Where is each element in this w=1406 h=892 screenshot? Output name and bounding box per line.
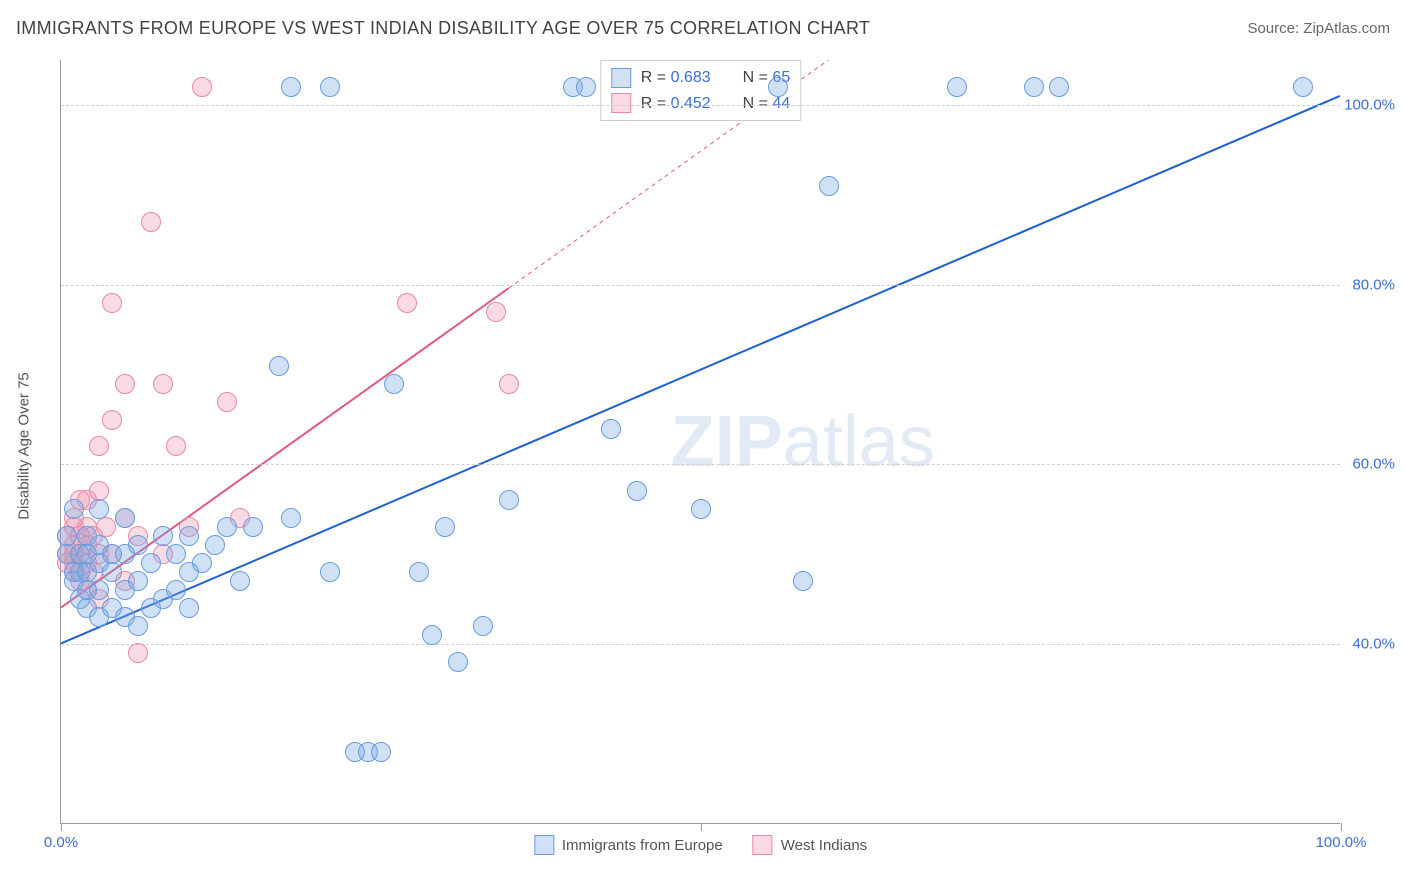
data-point-blue (115, 508, 135, 528)
data-point-pink (192, 77, 212, 97)
x-tick (61, 823, 62, 831)
data-point-blue (435, 517, 455, 537)
data-point-blue (269, 356, 289, 376)
data-point-blue (141, 553, 161, 573)
data-point-blue (448, 652, 468, 672)
legend-swatch-blue (611, 68, 631, 88)
data-point-blue (384, 374, 404, 394)
data-point-blue (371, 742, 391, 762)
data-point-pink (115, 374, 135, 394)
chart-plot-area: ZIPatlas R = 0.683 N = 65 R = 0.452 N = … (60, 60, 1340, 824)
data-point-pink (89, 436, 109, 456)
data-point-blue (89, 499, 109, 519)
data-point-pink (141, 212, 161, 232)
chart-source: Source: ZipAtlas.com (1247, 20, 1390, 37)
legend-row: R = 0.452 N = 44 (611, 91, 790, 117)
data-point-pink (128, 643, 148, 663)
x-tick (1341, 823, 1342, 831)
data-point-blue (819, 176, 839, 196)
y-tick-label: 80.0% (1352, 276, 1395, 293)
data-point-blue (768, 77, 788, 97)
data-point-blue (192, 553, 212, 573)
x-tick (701, 823, 702, 831)
data-point-blue (409, 562, 429, 582)
legend-swatch-pink (753, 835, 773, 855)
legend-swatch-pink (611, 93, 631, 113)
data-point-blue (947, 77, 967, 97)
grid-line (61, 464, 1340, 465)
data-point-blue (627, 481, 647, 501)
data-point-pink (102, 293, 122, 313)
legend-row: R = 0.683 N = 65 (611, 65, 790, 91)
data-point-blue (166, 544, 186, 564)
data-point-pink (166, 436, 186, 456)
y-axis-label: Disability Age Over 75 (16, 372, 33, 520)
chart-header: IMMIGRANTS FROM EUROPE VS WEST INDIAN DI… (16, 18, 1390, 39)
data-point-blue (601, 419, 621, 439)
data-point-blue (281, 508, 301, 528)
data-point-blue (179, 598, 199, 618)
data-point-blue (166, 580, 186, 600)
data-point-blue (320, 562, 340, 582)
data-point-blue (64, 499, 84, 519)
data-point-pink (217, 392, 237, 412)
data-point-pink (397, 293, 417, 313)
data-point-blue (153, 526, 173, 546)
data-point-blue (1024, 77, 1044, 97)
data-point-blue (89, 580, 109, 600)
grid-line (61, 105, 1340, 106)
data-point-pink (486, 302, 506, 322)
legend-label: Immigrants from Europe (562, 837, 723, 854)
data-point-blue (230, 571, 250, 591)
data-point-pink (153, 374, 173, 394)
legend-r-label: R = 0.683 (641, 65, 711, 91)
y-tick-label: 60.0% (1352, 456, 1395, 473)
y-tick-label: 40.0% (1352, 636, 1395, 653)
watermark: ZIPatlas (671, 401, 935, 483)
grid-line (61, 644, 1340, 645)
legend-label: West Indians (781, 837, 867, 854)
data-point-blue (320, 77, 340, 97)
data-point-blue (217, 517, 237, 537)
data-point-blue (128, 616, 148, 636)
data-point-blue (691, 499, 711, 519)
legend-r-label: R = 0.452 (641, 91, 711, 117)
data-point-blue (281, 77, 301, 97)
y-tick-label: 100.0% (1344, 96, 1395, 113)
x-tick-label: 100.0% (1316, 834, 1367, 851)
data-point-blue (422, 625, 442, 645)
data-point-blue (1049, 77, 1069, 97)
data-point-blue (128, 571, 148, 591)
trend-lines (61, 60, 1340, 823)
data-point-blue (473, 616, 493, 636)
legend-item-blue: Immigrants from Europe (534, 835, 723, 855)
data-point-pink (499, 374, 519, 394)
data-point-blue (793, 571, 813, 591)
data-point-blue (1293, 77, 1313, 97)
data-point-pink (102, 410, 122, 430)
grid-line (61, 285, 1340, 286)
data-point-blue (128, 535, 148, 555)
x-tick-label: 0.0% (44, 834, 78, 851)
data-point-blue (576, 77, 596, 97)
data-point-blue (179, 526, 199, 546)
data-point-blue (102, 562, 122, 582)
legend-item-pink: West Indians (753, 835, 867, 855)
data-point-blue (499, 490, 519, 510)
data-point-blue (243, 517, 263, 537)
chart-title: IMMIGRANTS FROM EUROPE VS WEST INDIAN DI… (16, 18, 870, 39)
data-point-blue (205, 535, 225, 555)
data-point-blue (57, 526, 77, 546)
legend-swatch-blue (534, 835, 554, 855)
legend-series: Immigrants from Europe West Indians (534, 835, 867, 855)
